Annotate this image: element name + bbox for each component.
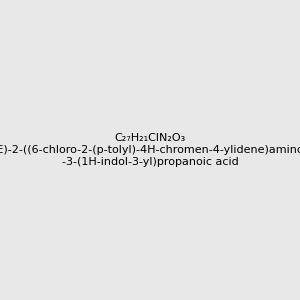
Text: C₂₇H₂₁ClN₂O₃
(E)-2-((6-chloro-2-(p-tolyl)-4H-chromen-4-ylidene)amino)
-3-(1H-ind: C₂₇H₂₁ClN₂O₃ (E)-2-((6-chloro-2-(p-tolyl… bbox=[0, 134, 300, 166]
